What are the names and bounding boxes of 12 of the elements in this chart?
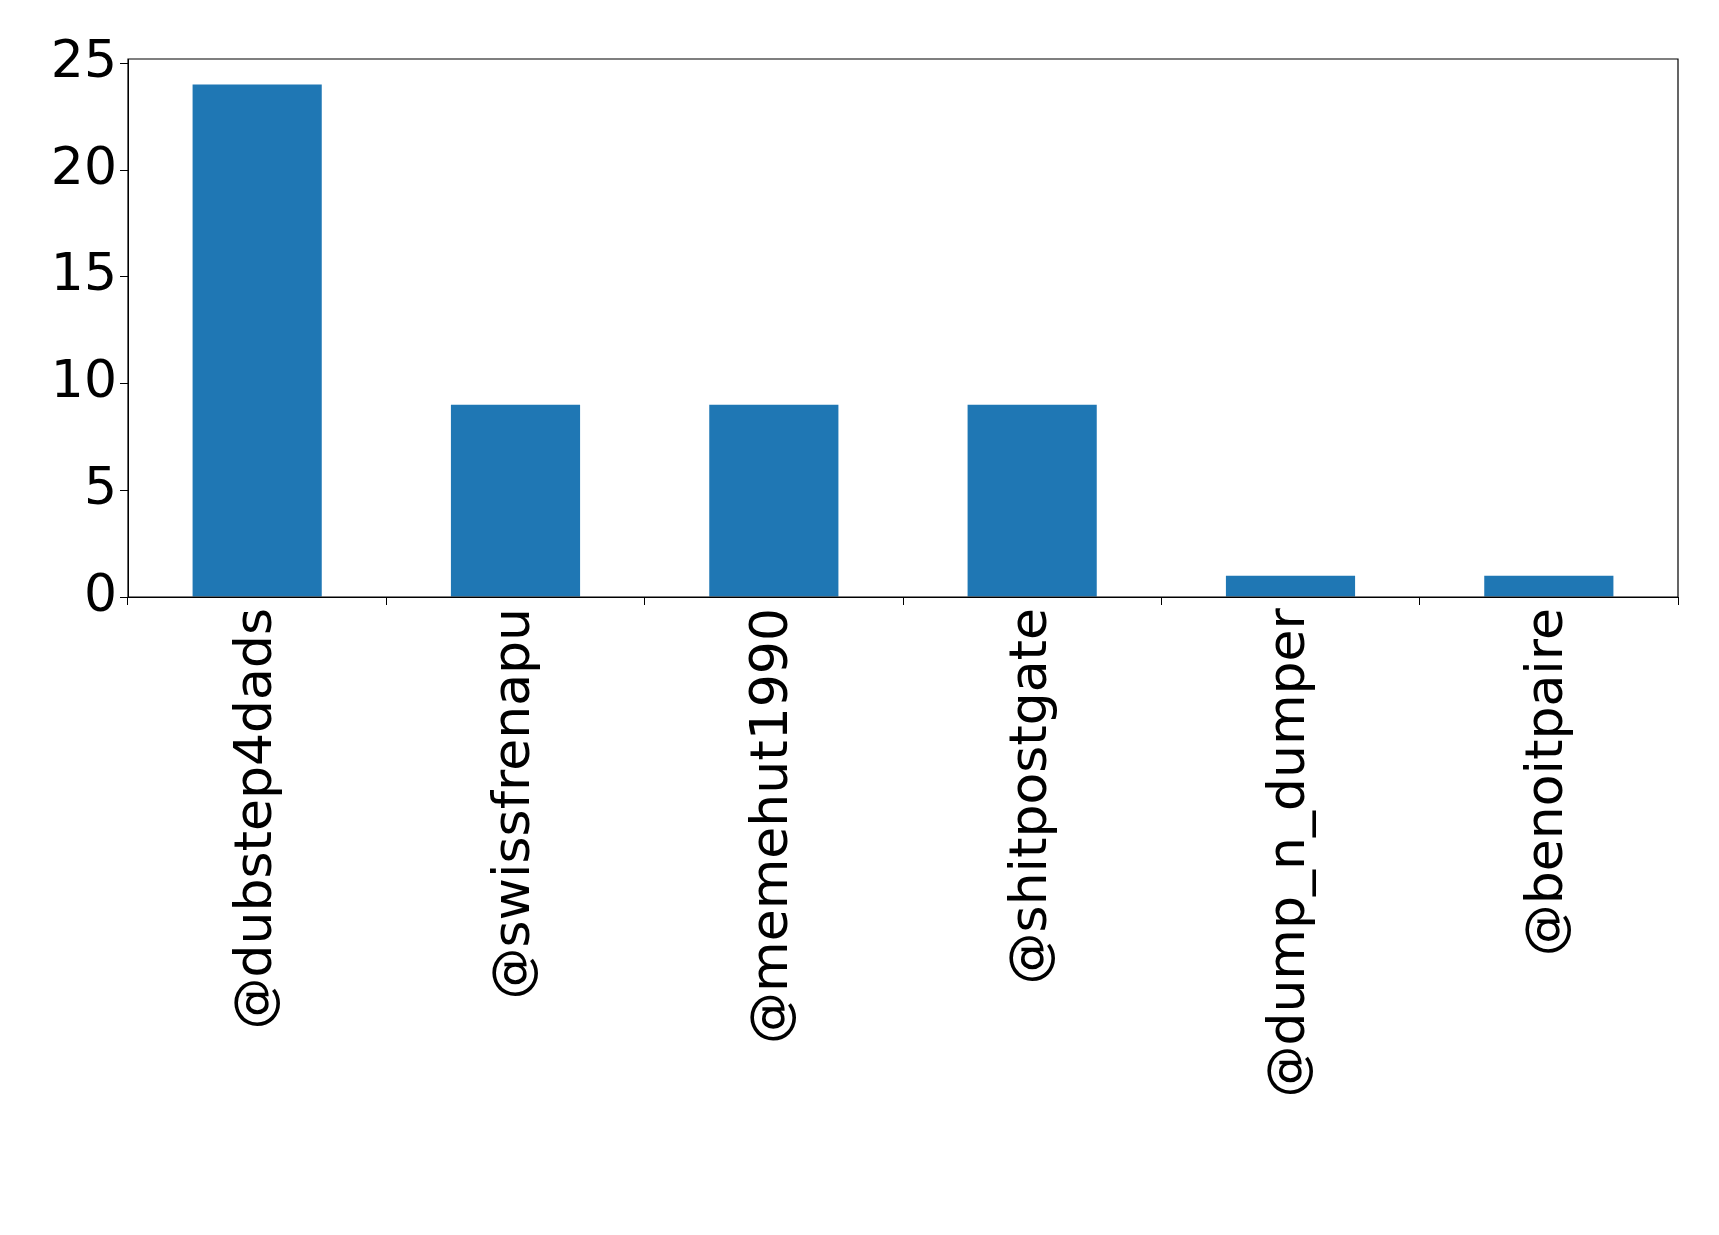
y-tick-label: 5 xyxy=(83,455,117,516)
x-tick-label: @dump_n_dumper xyxy=(1256,607,1317,1098)
x-tick-label: @shitpostgate xyxy=(997,608,1058,985)
x-tick-label: @swissfrenapu xyxy=(481,608,542,1000)
x-tick-label: @dubstep4dads xyxy=(222,608,283,1030)
y-tick-label: 20 xyxy=(50,135,117,196)
x-tick-label: @benoitpaire xyxy=(1514,608,1575,957)
y-tick-label: 15 xyxy=(50,242,117,303)
x-tick-label: @memehut1990 xyxy=(739,608,800,1044)
y-tick-label: 25 xyxy=(50,28,117,89)
y-tick-label: 10 xyxy=(50,349,117,410)
y-tick-label: 0 xyxy=(83,562,117,623)
